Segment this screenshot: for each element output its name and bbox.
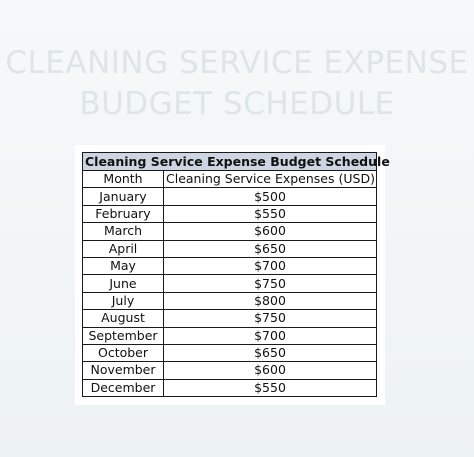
table-row: August $750 (82, 309, 378, 328)
month-cell: November (82, 361, 164, 380)
expense-cell: $750 (162, 274, 378, 293)
table-row: October $650 (82, 343, 378, 363)
month-cell: April (82, 239, 164, 258)
budget-table: Cleaning Service Expense Budget Schedule… (81, 152, 390, 398)
month-cell: July (82, 291, 164, 311)
page-title-line-1: CLEANING SERVICE EXPENSE (5, 45, 469, 81)
column-header-expense: Cleaning Service Expenses (USD) (162, 169, 378, 189)
expense-cell: $650 (162, 343, 378, 363)
table-row: December $550 (82, 378, 378, 398)
table-row: July $800 (82, 291, 378, 311)
table-banner-row: Cleaning Service Expense Budget Schedule (81, 152, 390, 171)
page-title-line-2: BUDGET SCHEDULE (79, 86, 395, 122)
month-cell: January (82, 187, 164, 206)
table-row: November $600 (82, 361, 378, 380)
expense-cell: $700 (162, 326, 378, 345)
table-row: September $700 (82, 326, 378, 345)
month-cell: March (82, 222, 164, 241)
month-cell: October (82, 343, 164, 363)
month-cell: September (82, 326, 164, 345)
expense-cell: $550 (162, 378, 378, 398)
table-row: May $700 (82, 256, 378, 276)
table-banner: Cleaning Service Expense Budget Schedule (81, 152, 390, 171)
table-row: June $750 (82, 274, 378, 293)
table-row: February $550 (82, 204, 378, 224)
table-row: April $650 (82, 239, 378, 258)
month-cell: February (82, 204, 164, 224)
month-cell: August (82, 309, 164, 328)
page-title: CLEANING SERVICE EXPENSE BUDGET SCHEDULE (0, 43, 474, 125)
expense-cell: $650 (162, 239, 378, 258)
month-cell: December (82, 378, 164, 398)
expense-cell: $550 (162, 204, 378, 224)
table-row: January $500 (82, 187, 378, 206)
expense-cell: $700 (162, 256, 378, 276)
month-cell: June (82, 274, 164, 293)
table-header-row: Month Cleaning Service Expenses (USD) (82, 169, 378, 189)
column-header-month: Month (82, 169, 164, 189)
expense-cell: $600 (162, 222, 378, 241)
table-row: March $600 (82, 222, 378, 241)
expense-cell: $600 (162, 361, 378, 380)
month-cell: May (82, 256, 164, 276)
expense-cell: $500 (162, 187, 378, 206)
expense-cell: $750 (162, 309, 378, 328)
expense-cell: $800 (162, 291, 378, 311)
